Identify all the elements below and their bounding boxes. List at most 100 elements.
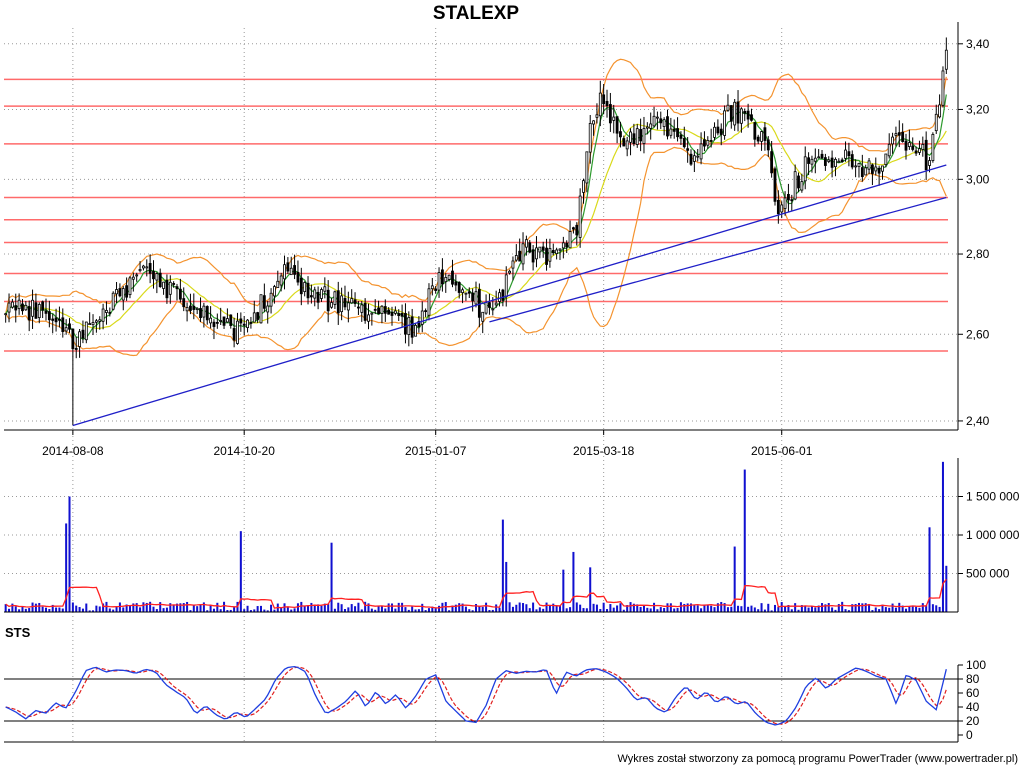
candle-body [837, 160, 841, 163]
candle-body [350, 298, 354, 304]
candle-body [524, 239, 528, 248]
volume-bar [387, 603, 390, 612]
volume-tick-label: 500 000 [966, 567, 1010, 581]
volume-bar [884, 607, 887, 612]
volume-bar [249, 610, 252, 612]
volume-bar [532, 602, 535, 612]
candle-body [642, 128, 646, 144]
candle-body [390, 311, 394, 316]
bollinger-lower-band [5, 146, 947, 357]
candle-body [266, 305, 270, 313]
candle-body [901, 131, 905, 142]
candle-body [299, 277, 303, 295]
volume-bar [827, 603, 830, 612]
volume-bar [350, 604, 353, 612]
volume-bar [4, 604, 7, 612]
volume-bar [817, 605, 820, 612]
candle-body [269, 292, 273, 307]
candle-body [340, 295, 344, 313]
candle-body [887, 143, 891, 157]
volume-bar [794, 603, 797, 612]
volume-bar [199, 604, 202, 612]
volume-bar [548, 605, 551, 612]
candle-body [313, 289, 317, 299]
candle-body [874, 166, 878, 172]
candle-body [283, 264, 286, 280]
candle-body [605, 100, 609, 107]
candle-body [430, 285, 434, 290]
y-tick-label: 2,40 [966, 414, 990, 428]
volume-bar [286, 606, 289, 612]
volume-bar [360, 609, 363, 612]
sts-signal-line [5, 666, 947, 725]
volume-bar [831, 607, 834, 612]
candle-body [602, 94, 606, 105]
volume-bar [216, 602, 219, 612]
candle-body [47, 311, 51, 321]
volume-bar [323, 603, 326, 612]
candle-body [753, 122, 757, 140]
volume-bar [747, 606, 750, 612]
volume-bar [179, 603, 182, 612]
candle-body [662, 119, 666, 127]
candle-body [652, 115, 656, 127]
volume-bar [911, 605, 914, 612]
candle-body [558, 248, 562, 251]
candle-body [373, 308, 377, 311]
volume-bar [710, 605, 713, 612]
volume-bar [266, 610, 269, 612]
candle-body [803, 156, 807, 182]
sts-tick-label: 100 [966, 658, 986, 672]
volume-bar [800, 605, 803, 612]
candle-body [273, 286, 276, 297]
candle-body [24, 304, 28, 311]
volume-bar [135, 603, 138, 612]
candle-body [703, 139, 706, 147]
volume-bar [861, 603, 864, 612]
volume-bar [511, 606, 514, 612]
volume-bar [612, 607, 615, 612]
volume-bar [569, 607, 572, 612]
candle-body [34, 302, 38, 319]
candle-body [336, 290, 340, 314]
volume-bar [427, 608, 430, 612]
volume-bar [394, 608, 397, 612]
candle-body [17, 299, 21, 310]
candle-body [518, 250, 522, 262]
candle-body [316, 291, 320, 303]
volume-bar [290, 609, 293, 612]
volume-average-line [5, 578, 947, 609]
candle-body [944, 49, 948, 70]
candle-body [88, 323, 92, 325]
candle-body [320, 289, 323, 299]
volume-bar [810, 606, 813, 612]
candle-body [787, 193, 790, 201]
candle-body [27, 306, 31, 321]
volume-bar [139, 607, 142, 612]
candle-body [545, 247, 548, 265]
sts-main-line [5, 665, 947, 726]
footer-credit: Wykres został stworzony za pomocą progra… [617, 753, 1018, 765]
candle-body [195, 307, 199, 310]
candle-body [131, 276, 135, 280]
candle-body [561, 242, 565, 249]
candle-body [713, 126, 716, 138]
volume-bar [495, 604, 498, 612]
volume-bar [784, 606, 787, 612]
volume-bar [448, 610, 451, 612]
volume-bar [233, 607, 236, 612]
candle-body [212, 321, 216, 327]
volume-bar [706, 604, 709, 612]
candle-body [232, 328, 236, 341]
volume-bar [481, 606, 484, 612]
candle-body [877, 167, 881, 174]
volume-bar [92, 610, 95, 612]
volume-bar [310, 602, 313, 612]
candle-body [535, 247, 538, 260]
candle-body [209, 317, 213, 324]
candle-body [488, 302, 491, 308]
candle-body [138, 269, 142, 272]
volume-bar [565, 608, 568, 612]
volume-bar [293, 608, 296, 612]
